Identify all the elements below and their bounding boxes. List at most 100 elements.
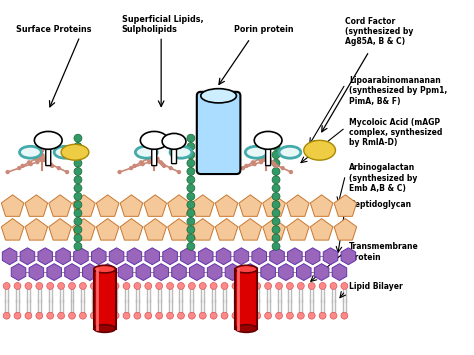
Circle shape <box>229 170 234 174</box>
Circle shape <box>14 283 21 289</box>
Circle shape <box>40 158 45 162</box>
Circle shape <box>272 242 280 250</box>
Polygon shape <box>310 195 333 216</box>
Circle shape <box>187 168 195 175</box>
FancyBboxPatch shape <box>46 140 51 166</box>
Circle shape <box>297 312 304 319</box>
Polygon shape <box>181 248 195 265</box>
Circle shape <box>27 160 31 164</box>
Polygon shape <box>243 264 257 280</box>
Circle shape <box>166 312 173 319</box>
Circle shape <box>341 312 348 319</box>
Circle shape <box>187 184 195 192</box>
Circle shape <box>244 164 248 168</box>
Ellipse shape <box>279 146 301 158</box>
Circle shape <box>187 159 195 167</box>
Circle shape <box>80 283 86 289</box>
Ellipse shape <box>170 146 192 158</box>
Text: Surface Proteins: Surface Proteins <box>16 25 91 34</box>
Circle shape <box>25 312 32 319</box>
Polygon shape <box>334 219 356 240</box>
Circle shape <box>69 283 75 289</box>
Text: Cord Factor
(synthesized by
Ag85A, B & C): Cord Factor (synthesized by Ag85A, B & C… <box>346 17 414 47</box>
Circle shape <box>74 242 82 250</box>
Circle shape <box>187 242 195 250</box>
Ellipse shape <box>35 131 62 149</box>
Circle shape <box>272 159 280 167</box>
Circle shape <box>243 312 250 319</box>
Polygon shape <box>118 264 133 280</box>
Polygon shape <box>73 219 95 240</box>
Circle shape <box>47 283 54 289</box>
Circle shape <box>272 234 280 242</box>
Polygon shape <box>96 219 119 240</box>
Polygon shape <box>234 248 249 265</box>
Circle shape <box>44 157 48 161</box>
Circle shape <box>166 283 173 289</box>
Circle shape <box>101 283 108 289</box>
Circle shape <box>3 283 10 289</box>
Ellipse shape <box>136 146 157 158</box>
Circle shape <box>262 152 267 157</box>
Polygon shape <box>287 195 309 216</box>
Circle shape <box>74 209 82 217</box>
Polygon shape <box>341 248 356 265</box>
Circle shape <box>286 283 293 289</box>
Text: Arbinogalactan
(synthesized by
Emb A,B & C): Arbinogalactan (synthesized by Emb A,B &… <box>349 163 418 193</box>
Circle shape <box>264 153 268 157</box>
Circle shape <box>118 170 122 174</box>
Circle shape <box>341 283 348 289</box>
Circle shape <box>272 168 280 175</box>
Polygon shape <box>11 264 26 280</box>
Polygon shape <box>263 219 285 240</box>
Polygon shape <box>25 195 48 216</box>
Polygon shape <box>56 248 70 265</box>
Circle shape <box>58 283 64 289</box>
Polygon shape <box>144 195 166 216</box>
Circle shape <box>152 158 156 162</box>
Circle shape <box>281 166 285 170</box>
Ellipse shape <box>61 144 89 160</box>
Ellipse shape <box>94 325 116 332</box>
Circle shape <box>221 312 228 319</box>
Circle shape <box>147 160 152 164</box>
Circle shape <box>34 157 38 161</box>
Circle shape <box>134 283 141 289</box>
Circle shape <box>177 170 181 174</box>
Circle shape <box>272 176 280 184</box>
Circle shape <box>264 312 272 319</box>
Ellipse shape <box>94 265 116 273</box>
Polygon shape <box>1 219 24 240</box>
Polygon shape <box>191 195 214 216</box>
Polygon shape <box>38 248 53 265</box>
Polygon shape <box>49 195 72 216</box>
Polygon shape <box>225 264 240 280</box>
Polygon shape <box>190 264 204 280</box>
Text: Mycoloic Acid (mAGP
complex, synthesized
by RmlA-D): Mycoloic Acid (mAGP complex, synthesized… <box>349 118 443 147</box>
Circle shape <box>319 312 326 319</box>
Circle shape <box>152 153 156 157</box>
Circle shape <box>232 283 239 289</box>
Circle shape <box>272 143 280 151</box>
Polygon shape <box>127 248 142 265</box>
Circle shape <box>177 283 184 289</box>
Polygon shape <box>145 248 160 265</box>
Circle shape <box>264 148 268 152</box>
Circle shape <box>253 162 257 166</box>
Polygon shape <box>168 219 190 240</box>
Circle shape <box>241 166 245 170</box>
Circle shape <box>187 226 195 234</box>
Circle shape <box>132 164 137 168</box>
Ellipse shape <box>140 131 168 149</box>
Circle shape <box>199 283 206 289</box>
Circle shape <box>187 201 195 209</box>
Circle shape <box>74 184 82 192</box>
FancyBboxPatch shape <box>172 141 176 164</box>
Circle shape <box>160 162 164 166</box>
Circle shape <box>74 217 82 225</box>
Text: Lipoarabinomananan
(synthesized by Ppm1,
PimA, B& F): Lipoarabinomananan (synthesized by Ppm1,… <box>349 76 447 106</box>
Circle shape <box>146 157 150 161</box>
Circle shape <box>188 283 195 289</box>
Circle shape <box>289 170 293 174</box>
Circle shape <box>264 158 268 162</box>
